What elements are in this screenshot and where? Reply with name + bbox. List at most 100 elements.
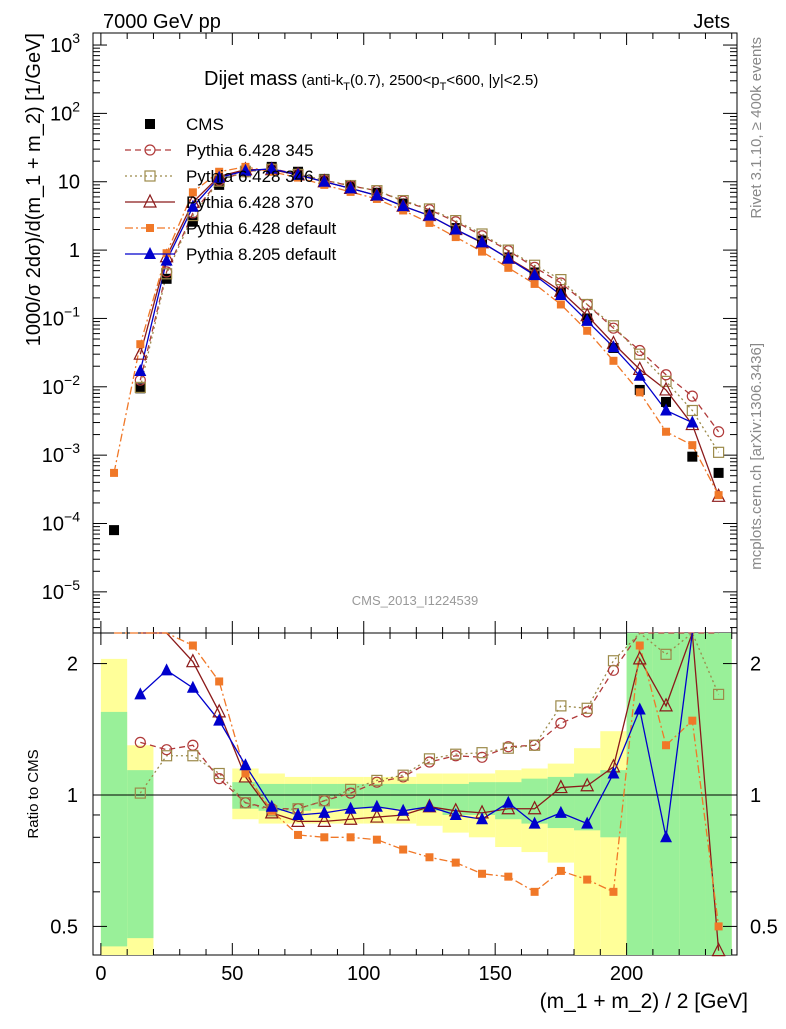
- ratio-data-point: [292, 807, 305, 820]
- main-data-point: [134, 381, 146, 393]
- ratio-tick-label-left: 2: [67, 654, 78, 676]
- ratio-data-point: [423, 799, 436, 812]
- ratio-data-point: [346, 833, 355, 842]
- main-data-point: [556, 300, 565, 309]
- ratio-data-point: [134, 736, 146, 748]
- main-data-point: [476, 235, 489, 248]
- main-data-point: [609, 356, 618, 365]
- ratio-data-point: [423, 753, 436, 765]
- ratio-data-point: [451, 858, 460, 867]
- ratio-tick-label-right: 0.5: [750, 916, 778, 938]
- main-data-point: [633, 368, 646, 381]
- legend-label: Pythia 6.428 370: [186, 193, 314, 212]
- ratio-tick-label-left: 0.5: [50, 916, 78, 938]
- main-data-point: [660, 375, 672, 387]
- ratio-tick-label-right: 2: [750, 654, 761, 676]
- ratio-data-point: [134, 787, 146, 799]
- ratio-data-point: [502, 795, 515, 808]
- main-data-point: [344, 181, 357, 194]
- main-data-point: [292, 167, 305, 180]
- ratio-data-point: [213, 767, 225, 780]
- ratio-data-point: [291, 813, 305, 827]
- x-tick-label: 150: [478, 963, 511, 985]
- x-tick-label: 100: [347, 963, 380, 985]
- ratio-data-point: [241, 769, 250, 778]
- title-detail-post: <600, |y|<2.5): [446, 72, 538, 89]
- ratio-data-point: [556, 866, 565, 875]
- ratio-data-point: [370, 799, 383, 812]
- main-data-point: [265, 161, 278, 174]
- x-tick-label: 0: [95, 963, 106, 985]
- main-data-point: [712, 446, 725, 458]
- main-data-point: [713, 467, 724, 478]
- main-data-point: [662, 427, 671, 436]
- x-axis-label: (m_1 + m_2) / 2 [GeV]: [540, 990, 748, 1013]
- y-tick-label: 10−5: [42, 577, 80, 604]
- ratio-data-point: [213, 713, 226, 726]
- legend-marker: [145, 119, 155, 129]
- main-data-point: [318, 174, 331, 187]
- y-tick-base: 1: [69, 240, 80, 262]
- y-tick-base: 10: [58, 172, 80, 194]
- main-data-point: [504, 263, 513, 272]
- ratio-data-point: [476, 812, 489, 825]
- ratio-data-point: [635, 641, 644, 650]
- ratio-data-point: [555, 717, 567, 729]
- main-data-point: [686, 415, 699, 428]
- main-data-point: [687, 451, 698, 462]
- ratio-data-point: [317, 813, 332, 827]
- ratio-data-point: [397, 803, 410, 816]
- main-data-point: [160, 253, 173, 266]
- main-data-point: [686, 390, 698, 402]
- ratio-data-point: [607, 766, 620, 779]
- analysis-watermark: CMS_2013_I1224539: [352, 593, 479, 608]
- ratio-data-point: [581, 706, 593, 718]
- main-data-point: [135, 383, 146, 394]
- title-detail-mid: (0.7), 2500<p: [350, 72, 440, 89]
- main-data-point: [397, 199, 410, 212]
- ratio-data-point: [369, 808, 384, 823]
- ratio-data-point: [530, 887, 539, 896]
- axis-ticks: [93, 33, 737, 955]
- ratio-data-point: [476, 747, 488, 759]
- ratio-data-point: [372, 835, 381, 844]
- main-data-point: [449, 222, 462, 235]
- band-green: [705, 633, 732, 955]
- ratio-data-point: [528, 816, 541, 829]
- y-tick-base: 10: [42, 377, 64, 399]
- ratio-data-point: [553, 779, 568, 794]
- y-tick-exponent: −4: [64, 508, 80, 524]
- main-data-point: [660, 369, 672, 381]
- ratio-data-point: [581, 816, 594, 829]
- main-data-point: [186, 199, 199, 212]
- ratio-data-point: [581, 702, 593, 714]
- ratio-data-point: [161, 744, 173, 756]
- ratio-panel-frame: [92, 632, 738, 956]
- ratio-series-line: [140, 632, 719, 810]
- main-data-point: [478, 247, 487, 256]
- legend-label: Pythia 6.428 345: [186, 141, 314, 160]
- ratio-data-point: [607, 655, 620, 667]
- legend-label: Pythia 6.428 346: [186, 167, 314, 186]
- y-tick-label: 103: [50, 30, 80, 57]
- ratio-data-point: [187, 750, 199, 762]
- main-data-point: [134, 364, 147, 377]
- ratio-series-line: [139, 631, 720, 812]
- main-data-point: [451, 233, 460, 242]
- y-tick-base: 10: [50, 103, 72, 125]
- y-tick-exponent: −5: [64, 577, 80, 593]
- y-tick-label: 10−2: [42, 372, 80, 399]
- ratio-uncertainty-bands: [93, 633, 737, 955]
- ratio-data-point: [528, 739, 541, 751]
- ratio-data-point: [660, 648, 672, 660]
- ratio-data-point: [502, 742, 514, 754]
- ratio-data-point: [344, 801, 357, 814]
- main-data-point: [425, 218, 434, 227]
- band-green: [468, 782, 496, 815]
- main-data-point: [581, 313, 594, 326]
- ratio-tick-label-right: 1: [750, 785, 761, 807]
- ratio-data-point: [633, 702, 646, 715]
- ratio-data-point: [714, 922, 723, 931]
- band-green: [284, 783, 312, 811]
- band-green: [626, 633, 653, 955]
